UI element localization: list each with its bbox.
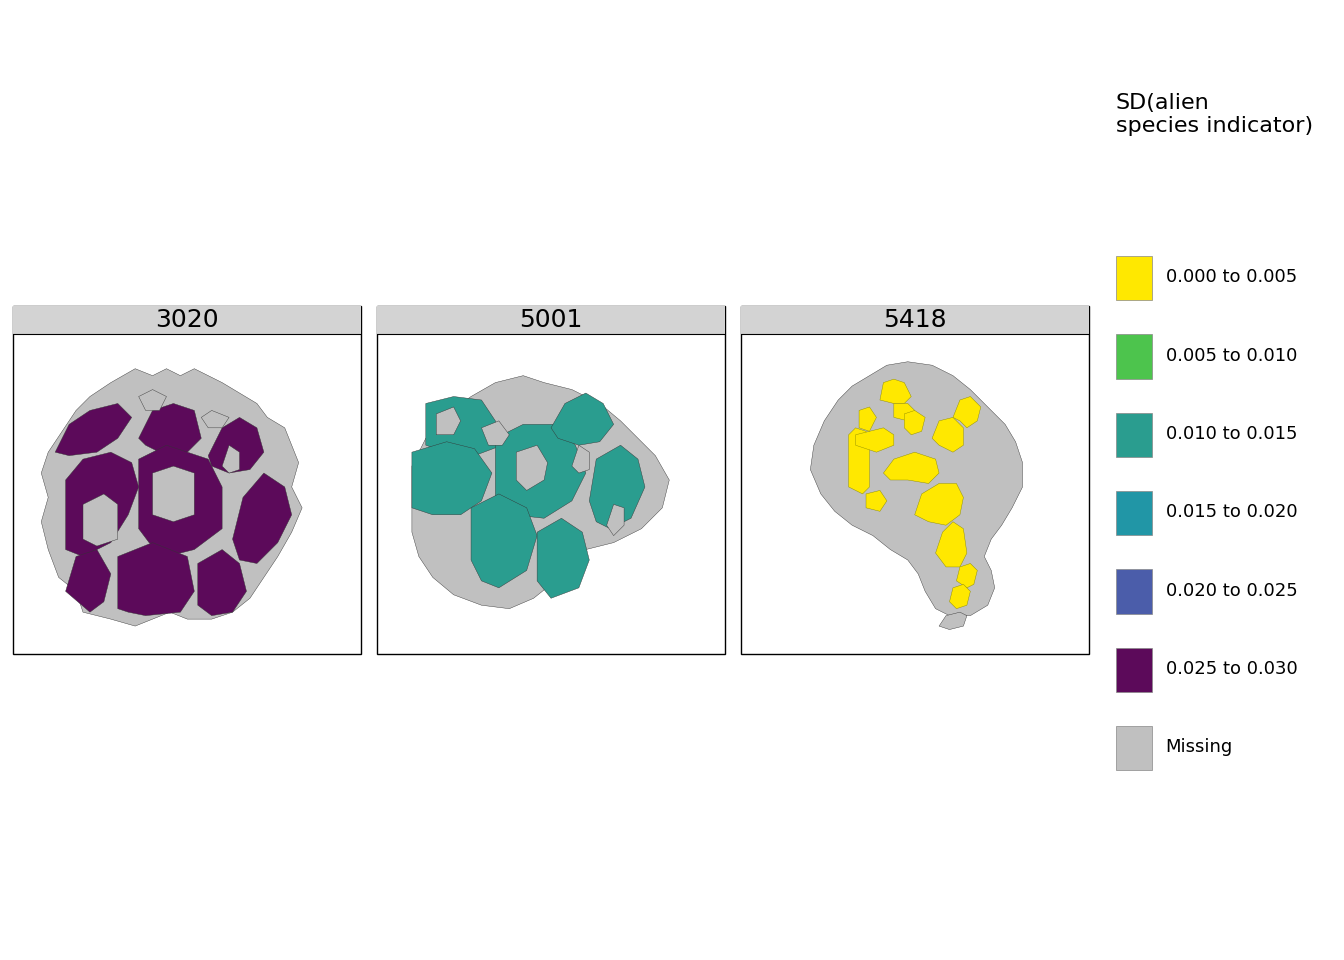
Polygon shape	[856, 428, 894, 452]
Text: 0.020 to 0.025: 0.020 to 0.025	[1165, 582, 1297, 600]
Polygon shape	[198, 549, 246, 615]
Polygon shape	[848, 428, 870, 493]
Polygon shape	[538, 518, 589, 598]
Bar	[1116, 569, 1152, 613]
Text: 5001: 5001	[519, 308, 583, 332]
Polygon shape	[411, 442, 492, 515]
Polygon shape	[118, 542, 195, 615]
Polygon shape	[810, 362, 1023, 615]
Polygon shape	[233, 473, 292, 564]
Text: 0.010 to 0.015: 0.010 to 0.015	[1165, 425, 1297, 443]
Polygon shape	[905, 411, 925, 435]
Polygon shape	[208, 418, 263, 473]
Polygon shape	[859, 407, 876, 431]
Text: 0.025 to 0.030: 0.025 to 0.030	[1165, 660, 1297, 678]
Polygon shape	[66, 549, 110, 612]
Text: 0.015 to 0.020: 0.015 to 0.020	[1165, 503, 1297, 521]
Bar	[1116, 334, 1152, 378]
Polygon shape	[883, 452, 939, 484]
Polygon shape	[470, 493, 538, 588]
Bar	[1116, 413, 1152, 457]
Text: SD(alien
species indicator): SD(alien species indicator)	[1116, 93, 1313, 136]
Bar	[741, 306, 1089, 334]
Polygon shape	[426, 396, 503, 456]
Polygon shape	[866, 491, 887, 512]
Polygon shape	[589, 445, 645, 529]
Polygon shape	[138, 403, 202, 452]
Bar	[1116, 648, 1152, 692]
Polygon shape	[933, 418, 964, 452]
Polygon shape	[153, 467, 195, 521]
Text: 5418: 5418	[883, 308, 946, 332]
Polygon shape	[481, 420, 509, 445]
Polygon shape	[953, 396, 981, 428]
Bar	[1116, 256, 1152, 300]
Polygon shape	[42, 369, 302, 626]
Polygon shape	[957, 564, 977, 588]
Bar	[1116, 726, 1152, 770]
Polygon shape	[573, 445, 589, 473]
Polygon shape	[915, 484, 964, 525]
Polygon shape	[516, 445, 547, 491]
Polygon shape	[222, 445, 239, 473]
Polygon shape	[55, 403, 132, 456]
Polygon shape	[138, 390, 167, 411]
Polygon shape	[606, 504, 624, 536]
Text: 3020: 3020	[156, 308, 219, 332]
Polygon shape	[551, 393, 614, 445]
Polygon shape	[496, 424, 586, 518]
Polygon shape	[935, 521, 966, 567]
Polygon shape	[411, 375, 669, 609]
Polygon shape	[202, 411, 228, 428]
Polygon shape	[880, 379, 911, 403]
Text: Missing: Missing	[1165, 738, 1232, 756]
Polygon shape	[83, 493, 118, 546]
Polygon shape	[66, 452, 138, 557]
Polygon shape	[939, 612, 966, 630]
Polygon shape	[949, 585, 970, 609]
Bar	[378, 306, 724, 334]
Polygon shape	[437, 407, 461, 435]
Text: 0.005 to 0.010: 0.005 to 0.010	[1165, 347, 1297, 365]
Polygon shape	[894, 403, 915, 420]
Bar	[1116, 492, 1152, 536]
Text: 0.000 to 0.005: 0.000 to 0.005	[1165, 268, 1297, 286]
Bar	[13, 306, 362, 334]
Polygon shape	[138, 445, 222, 557]
